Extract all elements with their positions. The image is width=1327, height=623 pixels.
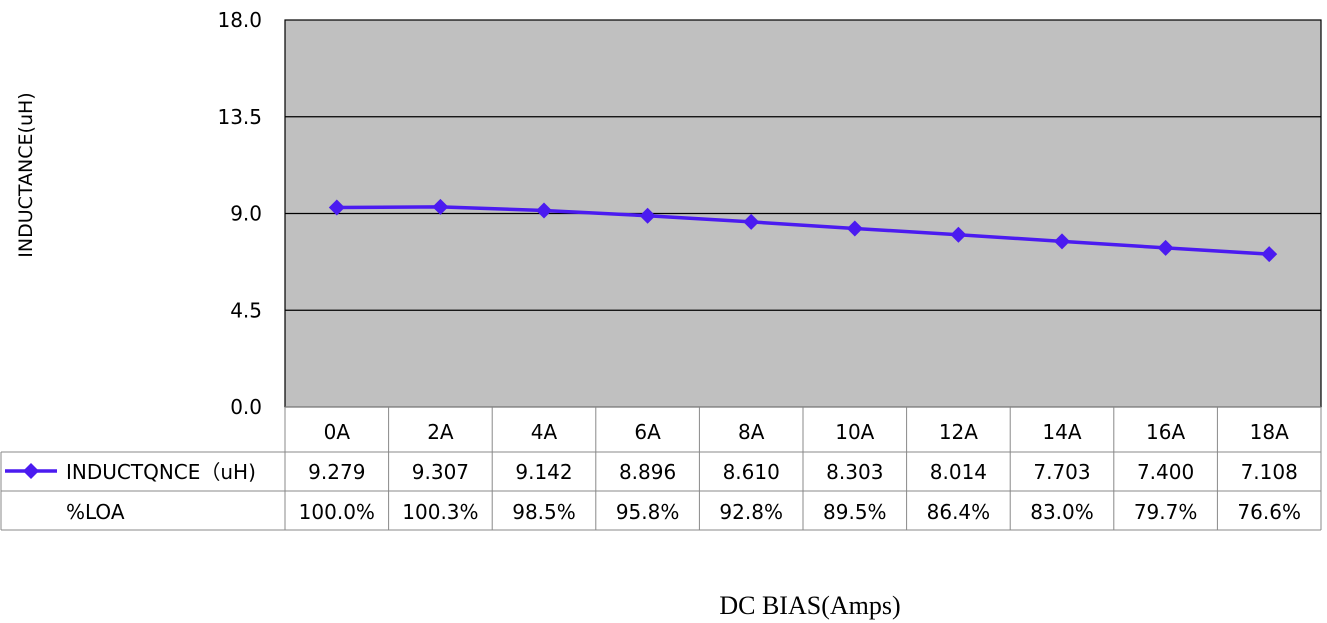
table-cell: 83.0% <box>1030 500 1094 524</box>
y-tick-label: 13.5 <box>217 105 262 129</box>
data-point <box>950 226 967 243</box>
data-point <box>1157 239 1174 256</box>
table-cell: 76.6% <box>1237 500 1301 524</box>
table-cell: 79.7% <box>1134 500 1198 524</box>
table-row-name: %LOA <box>66 500 125 524</box>
x-tick-label: 16A <box>1146 420 1185 444</box>
x-tick-label: 12A <box>939 420 978 444</box>
data-label: 8.896 <box>619 460 676 484</box>
x-tick-label: 8A <box>738 420 765 444</box>
table-cell: 98.5% <box>512 500 576 524</box>
x-tick-label: 0A <box>324 420 351 444</box>
plot-area: 0.0 4.5 9.0 13.5 18.0 <box>217 8 1322 419</box>
data-point <box>846 220 863 237</box>
data-label: 7.400 <box>1137 460 1194 484</box>
table-cell: 95.8% <box>616 500 680 524</box>
y-axis-label: INDUCTANCE(uH) <box>15 92 37 257</box>
x-axis-label: DC BIAS(Amps) <box>719 591 900 620</box>
table-cell: 89.5% <box>823 500 887 524</box>
y-tick-label: 9.0 <box>230 202 262 226</box>
data-point <box>432 198 449 215</box>
data-label: 9.279 <box>308 460 365 484</box>
y-tick-label: 4.5 <box>230 298 262 322</box>
x-tick-label: 10A <box>835 420 874 444</box>
table-cell: 86.4% <box>927 500 991 524</box>
legend-marker <box>23 463 39 479</box>
data-point <box>536 202 552 219</box>
table-cell: 100.0% <box>299 500 375 524</box>
data-label: 8.610 <box>723 460 780 484</box>
y-tick-label: 0.0 <box>230 395 262 419</box>
x-tick-label: 2A <box>427 420 454 444</box>
data-point <box>743 213 760 230</box>
data-label: 8.014 <box>930 460 987 484</box>
data-point <box>328 199 345 216</box>
data-point <box>1054 233 1070 250</box>
data-table: 0A 2A 4A 6A 8A 10A 12A 14A 16A 18A INDUCTQNCE（uH) 9… <box>0 406 1322 531</box>
x-tick-label: 4A <box>531 420 558 444</box>
table-cell: 92.8% <box>719 500 783 524</box>
data-label: 7.108 <box>1241 460 1298 484</box>
data-label: 8.303 <box>826 460 883 484</box>
x-tick-label: 6A <box>634 420 661 444</box>
data-label: 9.142 <box>515 460 572 484</box>
data-label: 9.307 <box>412 460 469 484</box>
y-tick-label: 18.0 <box>217 8 262 32</box>
table-cell: 100.3% <box>402 500 478 524</box>
data-point <box>639 207 656 224</box>
x-tick-label: 14A <box>1042 420 1081 444</box>
legend-series-name: INDUCTQNCE（uH) <box>66 460 256 484</box>
data-point <box>1261 246 1278 263</box>
x-tick-label: 18A <box>1250 420 1289 444</box>
series-line <box>336 205 1270 256</box>
data-label: 7.703 <box>1033 460 1090 484</box>
